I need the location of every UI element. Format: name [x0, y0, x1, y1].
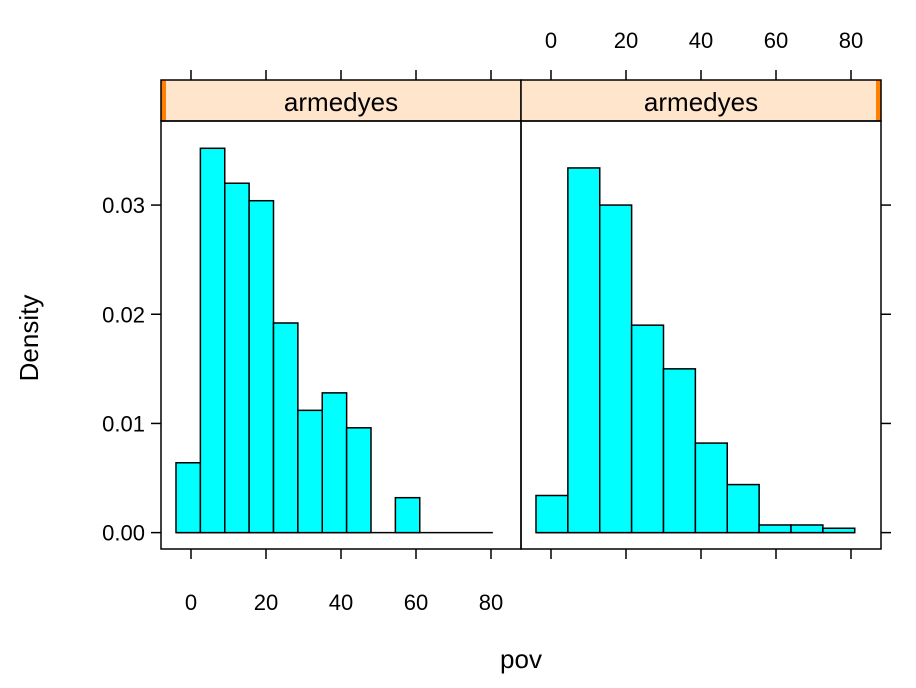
histogram-bar	[694, 442, 728, 534]
x-tick-label-top: 60	[764, 28, 788, 53]
histogram-bar	[345, 427, 372, 534]
histogram-bar	[630, 324, 665, 534]
x-tick-label: 60	[404, 590, 428, 615]
strip-label: armedyes	[644, 87, 758, 117]
panel-right: armedyes	[520, 79, 882, 550]
histogram-bar	[535, 494, 569, 534]
panel-left: armedyes	[160, 79, 522, 550]
y-tick-label: 0.03	[102, 193, 145, 218]
histogram-bar	[822, 527, 856, 534]
histogram-bar	[297, 409, 323, 534]
histogram-bar	[321, 392, 348, 534]
strip-background	[161, 80, 521, 121]
x-tick-label: 20	[254, 590, 278, 615]
y-tick-label: 0.01	[102, 411, 145, 436]
x-axis-title: pov	[500, 644, 542, 674]
histogram-bar	[248, 199, 275, 534]
strip-level-indicator	[161, 80, 166, 121]
x-tick-label-top: 80	[839, 28, 863, 53]
y-tick-label: 0.00	[102, 521, 145, 546]
strip-background	[521, 80, 881, 121]
y-axis-title: Density	[14, 295, 44, 382]
x-tick-label: 40	[329, 590, 353, 615]
histogram-bar	[662, 368, 697, 534]
axes: 0 20 40 60 80 0 20 40 60 80 0.00 0.01 0.02 0.03	[102, 28, 891, 615]
histogram-bar	[394, 496, 421, 534]
histogram-bar	[726, 483, 760, 534]
x-tick-label-top: 20	[614, 28, 638, 53]
x-tick-label: 80	[479, 590, 503, 615]
histogram-bar	[224, 182, 250, 534]
x-tick-label-top: 0	[545, 28, 557, 53]
x-tick-label: 0	[185, 590, 197, 615]
histogram-bar	[199, 147, 226, 534]
histogram-bar	[175, 461, 202, 534]
histogram-bar	[272, 322, 299, 534]
histogram-bar	[758, 524, 792, 534]
histogram-bar	[599, 204, 633, 534]
x-tick-label-top: 40	[689, 28, 713, 53]
y-tick-label: 0.02	[102, 302, 145, 327]
strip-label: armedyes	[284, 87, 398, 117]
histogram-bar	[567, 167, 601, 534]
strip-level-indicator	[876, 80, 881, 121]
histogram-bar	[790, 524, 824, 534]
